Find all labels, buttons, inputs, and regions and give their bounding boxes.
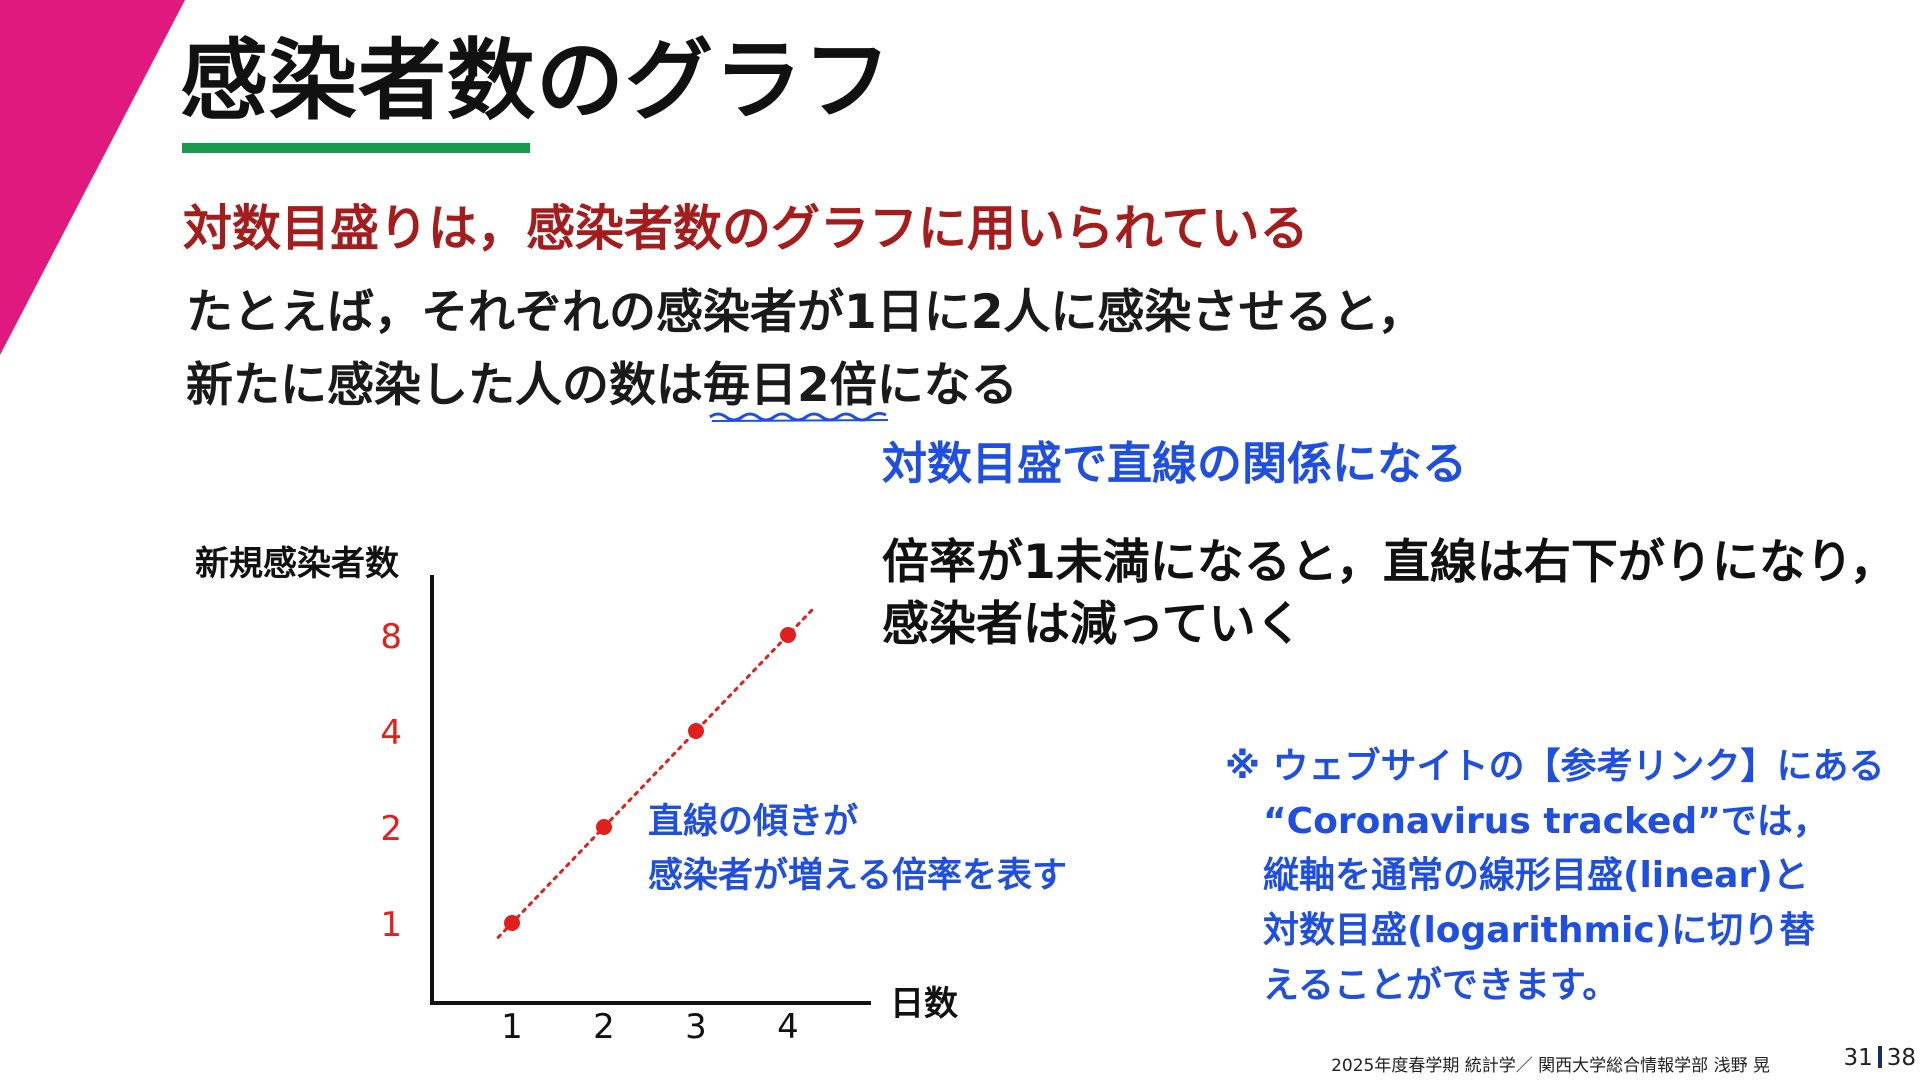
page-total: 38 [1886,1045,1916,1071]
subtitle: 対数目盛りは，感染者数のグラフに用いられている [183,200,1309,257]
underline-scribble [709,411,889,422]
data-point [596,819,612,835]
reference-note-line-3: 縦軸を通常の線形目盛(linear)と [1263,855,1809,897]
data-point [780,627,796,643]
y-tick-label: 2 [380,809,402,849]
x-tick-labels: 1 2 3 4 [501,1007,799,1047]
y-tick-labels: 1 2 4 8 [380,617,402,945]
decrease-explanation-line-2: 感染者は減っていく [882,597,1303,653]
decrease-explanation: 倍率が1未満になると，直線は右下がりになり， 感染者は減っていく [882,532,1897,656]
body-text-line-2-start: 新たに感染した人の数は [186,358,703,413]
reference-note-line-1: ※ ウェブサイトの【参考リンク】にある [1225,746,1885,787]
y-axis-label: 新規感染者数 [195,544,399,584]
log-scale-note: 対数目盛で直線の関係になる [882,437,1468,490]
x-tick-label: 2 [593,1007,615,1047]
y-tick-label: 8 [380,617,402,657]
body-text-line-2: 新たに感染した人の数は毎日2倍になる [186,358,1018,414]
reference-note-line-2: “Coronavirus tracked”では， [1263,800,1829,842]
reference-note-line-4: 対数目盛(logarithmic)に切り替 [1263,910,1816,952]
x-tick-label: 4 [777,1007,799,1047]
decrease-explanation-line-1: 倍率が1未満になると，直線は右下がりになり， [882,535,1897,590]
body-text-line-1: たとえば，それぞれの感染者が1日に2人に感染させると， [186,285,1425,340]
data-point [688,723,704,739]
x-tick-label: 1 [501,1007,523,1047]
trend-line [496,607,815,939]
x-axis-label: 日数 [890,984,958,1024]
emphasized-phrase: 毎日2倍 [703,358,877,413]
slide-title: 感染者数のグラフ [180,29,893,132]
title-underline [182,143,530,153]
reference-note-line-5: えることができます。 [1263,964,1619,1006]
page-number: 31 38 [1843,1045,1916,1071]
data-point [504,915,520,931]
reference-note: ※ ウェブサイトの【参考リンク】にある “Coronavirus tracked… [1225,740,1885,1014]
y-tick-label: 4 [380,713,402,753]
data-points [504,627,796,931]
y-tick-label: 1 [380,905,402,945]
page-current: 31 [1843,1045,1873,1071]
x-tick-label: 3 [685,1007,707,1047]
page-separator [1877,1046,1882,1068]
slope-note-line-2: 感染者が増える倍率を表す [648,856,1067,896]
body-text-line-2-end: になる [876,358,1018,413]
slope-note-line-1: 直線の傾きが [648,802,858,842]
footer-course-info: 2025年度春学期 統計学／ 関西大学総合情報学部 浅野 晃 [1331,1056,1770,1076]
